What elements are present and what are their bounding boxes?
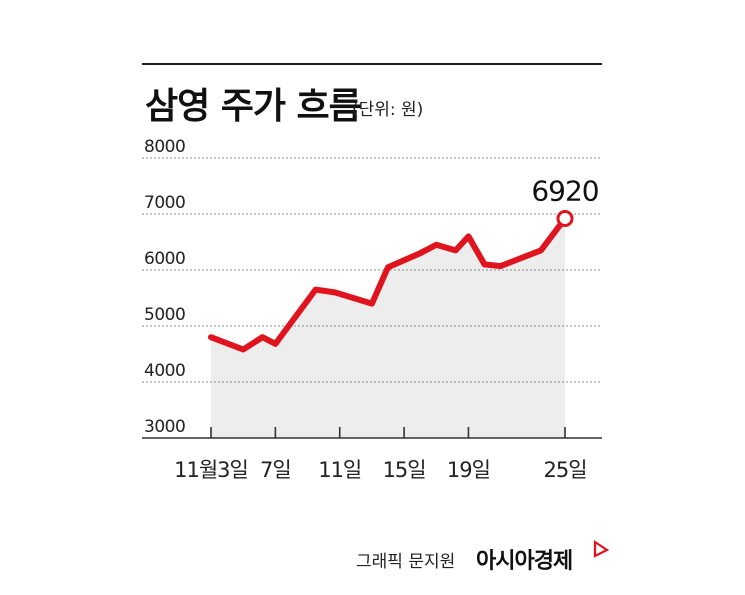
x-tick-label: 15일 (383, 458, 426, 482)
x-tick-label: 19일 (447, 458, 490, 482)
unit-note: (단위: 원) (352, 100, 423, 120)
credit-text: 그래픽 문지원 (356, 552, 455, 572)
x-tick-label: 7일 (260, 458, 291, 482)
chart-title: 삼영 주가 흐름 (145, 86, 361, 127)
y-tick-label: 3000 (144, 417, 185, 437)
y-tick-label: 5000 (144, 305, 185, 325)
area-layer (211, 218, 565, 438)
y-tick-label: 6000 (144, 249, 185, 269)
y-tick-label: 8000 (144, 137, 185, 157)
x-tick-label: 11월3일 (174, 458, 248, 482)
y-tick-label: 7000 (144, 193, 185, 213)
x-axis-ticks: 11월3일 7일 11일 15일 19일 25일 (174, 427, 588, 482)
flag-icon (593, 539, 610, 558)
series-line (208, 215, 568, 353)
y-axis-ticks: 8000 7000 6000 5000 4000 3000 (144, 137, 186, 437)
grid-layer (142, 157, 602, 439)
line-layer (208, 209, 574, 353)
y-tick-label: 4000 (144, 361, 185, 381)
x-tick-label: 11일 (318, 458, 361, 482)
last-point-marker (556, 209, 574, 227)
brand-logo: 아시아경제 (476, 549, 572, 574)
data-label: 6920 (531, 174, 598, 207)
area-fill (211, 218, 565, 438)
label-layer: 6920 (531, 174, 599, 207)
x-tick-label: 25일 (543, 458, 586, 482)
